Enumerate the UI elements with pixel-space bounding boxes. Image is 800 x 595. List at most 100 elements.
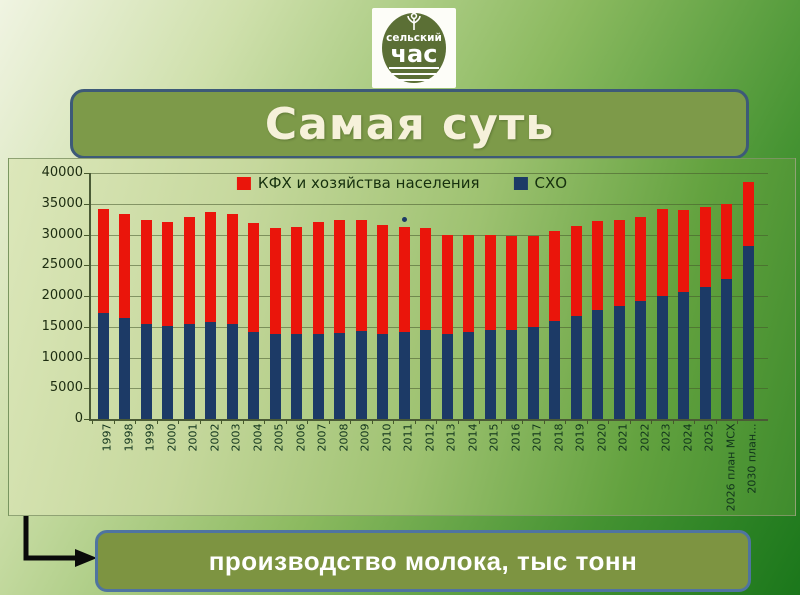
x-axis-label: 2003 — [229, 423, 243, 452]
x-tick — [199, 420, 201, 424]
x-axis-label: 2023 — [659, 423, 673, 452]
bar-2024 — [678, 209, 689, 419]
gridline — [91, 173, 768, 174]
x-axis-label: 2021 — [616, 423, 630, 452]
bar-1997 — [97, 208, 109, 419]
segment-sho — [140, 323, 152, 419]
x-tick — [156, 420, 158, 424]
bar-2030 план... — [742, 182, 754, 419]
x-tick — [285, 420, 287, 424]
segment-sho — [205, 321, 216, 419]
y-tick — [84, 234, 90, 236]
bar-2001 — [183, 216, 195, 419]
caption-box: производство молока, тыс тонн — [95, 530, 751, 592]
segment-kfh — [183, 216, 195, 325]
bar-2015 — [484, 235, 496, 419]
segment-kfh — [592, 220, 603, 311]
segment-sho — [570, 316, 582, 419]
segment-sho — [635, 300, 646, 419]
segment-sho — [226, 324, 238, 419]
x-tick — [543, 420, 545, 424]
x-tick — [629, 420, 631, 424]
segment-kfh — [656, 209, 668, 296]
y-tick — [84, 265, 90, 267]
y-tick — [84, 203, 90, 205]
segment-kfh — [678, 209, 689, 293]
x-tick — [307, 420, 309, 424]
bar-2022 — [635, 216, 646, 419]
y-axis-label: 40000 — [41, 165, 83, 180]
y-tick — [84, 296, 90, 297]
segment-sho — [97, 312, 109, 419]
segment-sho — [699, 286, 711, 419]
segment-sho — [420, 330, 431, 419]
x-axis-label: 2019 — [573, 423, 587, 452]
segment-sho — [484, 330, 496, 419]
bar-2009 — [355, 219, 367, 419]
legend-swatch-red — [236, 176, 251, 190]
x-axis-label: 2018 — [552, 423, 565, 452]
x-axis-label: 2004 — [251, 423, 264, 452]
segment-kfh — [549, 230, 560, 322]
x-axis-label: 2010 — [380, 423, 393, 452]
logo-word1: сельский — [386, 32, 442, 44]
segment-kfh — [420, 227, 431, 331]
x-tick — [672, 420, 674, 424]
x-tick — [178, 420, 180, 424]
x-tick — [500, 420, 502, 424]
x-axis-label: 2012 — [423, 423, 436, 452]
segment-kfh — [377, 224, 388, 334]
segment-kfh — [441, 235, 453, 335]
x-axis-label: 2020 — [595, 423, 608, 452]
x-axis-label: 2026 план МСХ — [724, 423, 737, 512]
x-axis-label: 2030 план... — [745, 423, 759, 494]
segment-sho — [312, 333, 324, 419]
segment-sho — [592, 310, 603, 419]
x-tick — [92, 420, 94, 424]
x-tick — [737, 420, 739, 424]
x-axis-label: 2014 — [466, 423, 479, 452]
x-axis-label: 2011 — [401, 423, 415, 452]
segment-sho — [613, 305, 625, 419]
bar-2016 — [506, 235, 517, 419]
x-axis-label: 2013 — [444, 423, 458, 452]
segment-sho — [656, 296, 668, 419]
page-title: Самая суть — [264, 98, 555, 150]
x-axis-label: 2024 — [681, 423, 694, 452]
x-tick — [586, 420, 588, 424]
x-axis-label: 2025 — [702, 423, 716, 452]
x-tick — [264, 420, 266, 424]
x-tick — [328, 420, 330, 424]
logo-word2: час — [391, 40, 438, 68]
x-tick — [371, 420, 373, 424]
bar-2000 — [162, 221, 173, 419]
annotation-dot — [401, 216, 407, 222]
bar-2018 — [549, 230, 560, 419]
x-axis-label: 2016 — [509, 423, 522, 452]
chart-panel: 0 5000 10000 15000 20000 25000 30000 35000 40000… — [8, 158, 796, 516]
segment-sho — [527, 326, 539, 419]
segment-sho — [742, 245, 754, 419]
x-tick — [651, 420, 653, 424]
x-tick — [414, 420, 416, 424]
bar-2007 — [312, 222, 324, 419]
bar-2020 — [592, 220, 603, 419]
x-axis-label: 2008 — [337, 423, 350, 452]
y-tick — [84, 388, 90, 390]
x-axis-label: 2022 — [638, 423, 651, 452]
segment-kfh — [334, 220, 345, 333]
bar-2008 — [334, 220, 345, 419]
tree-icon — [407, 12, 421, 30]
y-axis-label: 15000 — [41, 318, 83, 334]
x-axis-label: 2000 — [165, 423, 178, 452]
x-axis-label: 2001 — [186, 423, 200, 452]
y-axis-label: 35000 — [41, 195, 83, 211]
segment-kfh — [527, 235, 539, 327]
segment-kfh — [140, 219, 152, 324]
bar-2003 — [226, 213, 238, 419]
segment-kfh — [613, 220, 625, 306]
bar-2004 — [248, 222, 259, 419]
x-axis-label: 1999 — [143, 423, 157, 452]
y-axis-label: 30000 — [41, 226, 83, 242]
title-banner: Самая суть — [70, 89, 749, 159]
